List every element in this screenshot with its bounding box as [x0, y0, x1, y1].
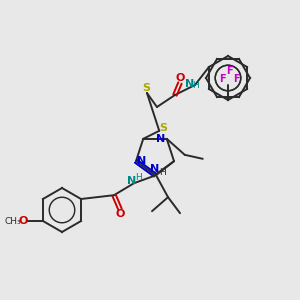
Text: O: O	[18, 216, 28, 226]
Text: CH₃: CH₃	[4, 218, 21, 226]
Text: S: S	[159, 123, 167, 133]
Text: N: N	[137, 156, 147, 166]
Text: N: N	[150, 164, 160, 174]
Text: O: O	[175, 73, 184, 83]
Text: N: N	[128, 176, 136, 186]
Text: F: F	[226, 66, 232, 76]
Text: O: O	[115, 209, 125, 219]
Text: F: F	[219, 74, 225, 84]
Text: F: F	[233, 74, 239, 84]
Text: S: S	[142, 83, 150, 93]
Text: H: H	[159, 168, 165, 177]
Text: N: N	[156, 134, 165, 144]
Text: N: N	[185, 79, 195, 89]
Text: H: H	[193, 82, 199, 91]
Text: H: H	[135, 173, 141, 182]
